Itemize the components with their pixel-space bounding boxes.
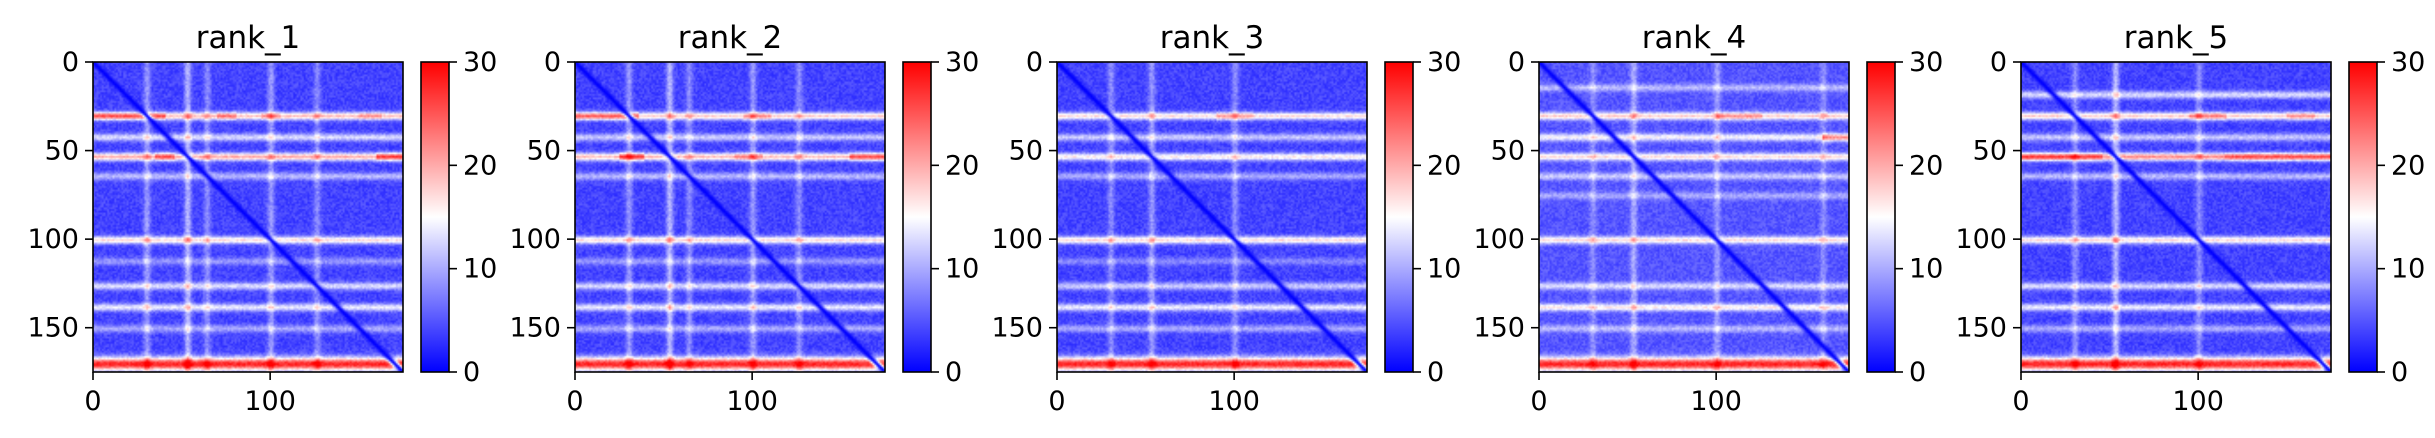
colorbar-tick-label: 30 <box>2391 47 2425 78</box>
colorbar <box>1867 62 1895 372</box>
colorbar <box>421 62 449 372</box>
y-tick-label: 100 <box>509 224 561 255</box>
y-tick-label: 0 <box>62 47 79 78</box>
y-tick-label: 50 <box>1491 136 1525 167</box>
heatmap-panel: rank_5 0 100 0 50 100 150 0 10 20 30 <box>1955 20 2425 417</box>
x-tick-label: 0 <box>1048 386 1065 417</box>
heatmap-cells <box>1057 62 1367 372</box>
plot-frame <box>1056 61 1368 373</box>
x-tick-label: 0 <box>84 386 101 417</box>
heatmap-panel: rank_1 0 100 0 50 100 150 0 10 20 30 <box>27 20 497 417</box>
colorbar-tick-label: 0 <box>945 357 962 388</box>
colorbar-tick-label: 20 <box>1909 150 1943 181</box>
y-tick-label: 150 <box>509 313 561 344</box>
y-tick-label: 150 <box>991 313 1043 344</box>
colorbar-tick-label: 10 <box>945 254 979 285</box>
y-tick-label: 150 <box>1955 313 2007 344</box>
x-tick-label: 100 <box>726 386 778 417</box>
heatmap-cells <box>575 62 885 372</box>
colorbar <box>1385 62 1413 372</box>
x-tick-label: 100 <box>2172 386 2224 417</box>
plot-frame <box>92 61 404 373</box>
colorbar-frame <box>1866 61 1896 373</box>
y-tick-label: 0 <box>1508 47 1525 78</box>
y-tick-label: 100 <box>27 224 79 255</box>
y-tick-label: 150 <box>27 313 79 344</box>
colorbar-tick-label: 10 <box>1427 254 1461 285</box>
plot-frame <box>1538 61 1850 373</box>
panel-title: rank_2 <box>678 20 783 56</box>
colorbar-tick-label: 30 <box>1909 47 1943 78</box>
colorbar-tick-label: 20 <box>1427 150 1461 181</box>
colorbar-tick-label: 20 <box>945 150 979 181</box>
colorbar <box>903 62 931 372</box>
y-tick-label: 50 <box>527 136 561 167</box>
colorbar <box>2349 62 2377 372</box>
heatmap-cells <box>2021 62 2331 372</box>
colorbar-frame <box>1384 61 1414 373</box>
heatmap-cells <box>1539 62 1849 372</box>
heatmap-cells <box>93 62 403 372</box>
colorbar-frame <box>420 61 450 373</box>
x-tick-label: 100 <box>1208 386 1260 417</box>
colorbar-tick-label: 0 <box>1909 357 1926 388</box>
plot-frame <box>574 61 886 373</box>
x-tick-label: 0 <box>2012 386 2029 417</box>
x-tick-label: 0 <box>566 386 583 417</box>
colorbar-tick-label: 0 <box>1427 357 1444 388</box>
x-tick-label: 100 <box>244 386 296 417</box>
colorbar-frame <box>902 61 932 373</box>
colorbar-tick-label: 30 <box>945 47 979 78</box>
y-tick-label: 50 <box>1973 136 2007 167</box>
colorbar-tick-label: 30 <box>1427 47 1461 78</box>
y-tick-label: 0 <box>1990 47 2007 78</box>
plot-frame <box>2020 61 2332 373</box>
colorbar-tick-label: 20 <box>2391 150 2425 181</box>
y-tick-label: 100 <box>991 224 1043 255</box>
y-tick-label: 100 <box>1955 224 2007 255</box>
panel-title: rank_1 <box>196 20 301 56</box>
x-tick-label: 100 <box>1690 386 1742 417</box>
panel-title: rank_3 <box>1160 20 1265 56</box>
heatmap-panel: rank_2 0 100 0 50 100 150 0 10 20 30 <box>509 20 979 417</box>
panel-title: rank_5 <box>2124 20 2229 56</box>
x-tick-label: 0 <box>1530 386 1547 417</box>
y-tick-label: 50 <box>1009 136 1043 167</box>
y-tick-label: 0 <box>544 47 561 78</box>
colorbar-tick-label: 0 <box>2391 357 2408 388</box>
y-tick-label: 0 <box>1026 47 1043 78</box>
heatmap-panel: rank_4 0 100 0 50 100 150 0 10 20 30 <box>1473 20 1943 417</box>
colorbar-tick-label: 0 <box>463 357 480 388</box>
colorbar-frame <box>2348 61 2378 373</box>
y-tick-label: 150 <box>1473 313 1525 344</box>
y-tick-label: 100 <box>1473 224 1525 255</box>
colorbar-tick-label: 10 <box>463 254 497 285</box>
y-tick-label: 50 <box>45 136 79 167</box>
panel-title: rank_4 <box>1642 20 1747 56</box>
colorbar-tick-label: 10 <box>2391 254 2425 285</box>
colorbar-tick-label: 20 <box>463 150 497 181</box>
colorbar-tick-label: 10 <box>1909 254 1943 285</box>
heatmap-panel: rank_3 0 100 0 50 100 150 0 10 20 30 <box>991 20 1461 417</box>
colorbar-tick-label: 30 <box>463 47 497 78</box>
